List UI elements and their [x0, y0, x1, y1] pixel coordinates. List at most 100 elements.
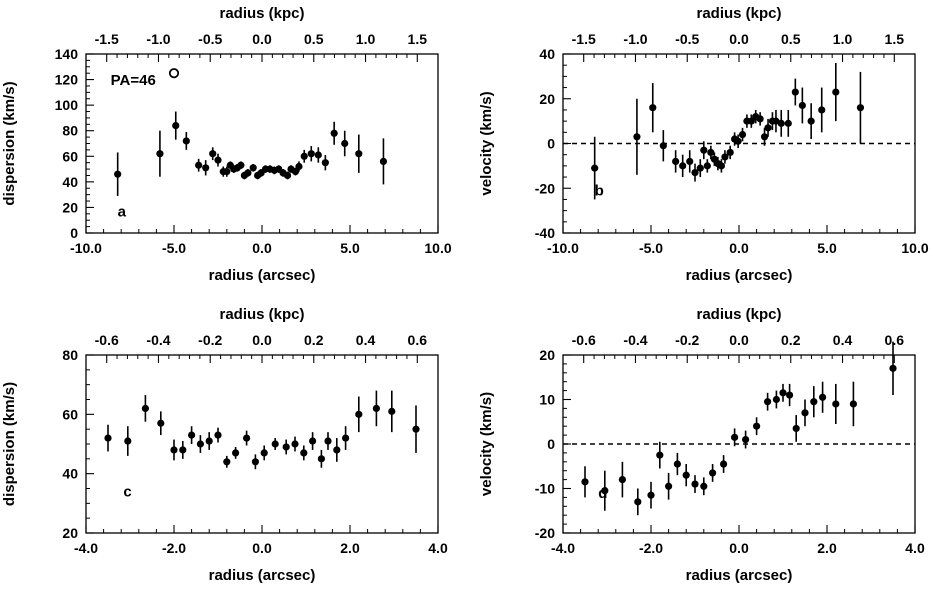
- data-point: [114, 170, 122, 178]
- y-axis-title: velocity (km/s): [478, 392, 495, 496]
- data-point: [182, 137, 190, 145]
- y-tick-label: 40: [539, 46, 555, 62]
- x-tick-label: 5.0: [817, 240, 837, 256]
- data-point: [682, 471, 690, 479]
- data-point: [307, 150, 315, 158]
- top-tick-label: -1.5: [95, 31, 119, 47]
- data-point: [856, 104, 865, 112]
- y-tick-label: -20: [535, 525, 555, 541]
- top-tick-label: 0.0: [252, 31, 272, 47]
- data-point: [779, 389, 787, 397]
- y-tick-label: 0: [547, 136, 555, 152]
- data-point: [141, 404, 149, 412]
- x-tick-label: 0.0: [729, 240, 749, 256]
- data-point: [232, 449, 240, 457]
- x-tick-label: -4.0: [551, 540, 575, 556]
- data-point: [271, 440, 279, 448]
- top-tick-label: -0.2: [198, 332, 222, 348]
- y-axis-title: dispersion (km/s): [1, 382, 18, 506]
- x-tick-label: -2.0: [162, 540, 186, 556]
- data-point: [618, 476, 627, 484]
- data-point: [196, 440, 204, 448]
- y-tick-label: 40: [62, 174, 78, 190]
- data-point: [679, 162, 687, 170]
- y-tick-label: 80: [62, 123, 78, 139]
- x-tick-label: -2.0: [639, 540, 663, 556]
- data-point: [717, 162, 726, 170]
- data-point: [324, 437, 332, 445]
- x-tick-label: 4.0: [428, 540, 448, 556]
- data-point: [291, 440, 299, 448]
- data-point: [388, 407, 396, 415]
- data-point: [659, 142, 667, 150]
- data-point: [341, 139, 349, 148]
- y-tick-label: 0: [70, 225, 78, 241]
- data-point: [260, 449, 268, 457]
- x-tick-label: 2.0: [340, 540, 360, 556]
- data-point: [656, 451, 664, 459]
- top-tick-label: 1.0: [833, 31, 853, 47]
- x-tick-label: -5.0: [162, 240, 186, 256]
- data-point: [300, 449, 308, 457]
- y-tick-label: 20: [62, 525, 78, 541]
- data-point: [156, 150, 164, 158]
- data-point: [214, 431, 222, 439]
- x-axis-title: radius (arcsec): [686, 267, 793, 284]
- panel-label: d: [598, 485, 607, 502]
- top-tick-label: 0.2: [304, 332, 324, 348]
- x-tick-label: -4.0: [74, 540, 98, 556]
- data-point: [742, 435, 750, 444]
- data-point: [691, 168, 699, 177]
- y-axis-title: dispersion (km/s): [1, 81, 18, 205]
- data-point: [633, 133, 641, 141]
- y-tick-label: 0: [547, 436, 555, 452]
- top-tick-label: 0.0: [729, 332, 749, 348]
- data-point: [634, 498, 642, 506]
- degree-circle-icon: [168, 68, 180, 79]
- top-tick-label: 0.2: [781, 332, 801, 348]
- x-tick-label: 10.0: [424, 240, 451, 256]
- data-point: [244, 169, 252, 177]
- top-tick-label: 1.0: [356, 31, 376, 47]
- data-point: [214, 156, 222, 164]
- x-axis-title: radius (arcsec): [209, 567, 316, 584]
- data-point: [195, 161, 203, 169]
- data-point: [372, 404, 380, 412]
- x-tick-label: 4.0: [905, 540, 925, 556]
- data-point: [342, 434, 350, 442]
- data-point: [709, 469, 717, 477]
- top-tick-label: -0.6: [572, 332, 596, 348]
- top-axis-title: radius (kpc): [219, 306, 304, 323]
- data-point: [807, 117, 815, 125]
- top-tick-label: -1.5: [572, 31, 596, 47]
- x-tick-label: -10.0: [547, 240, 579, 256]
- data-point: [309, 437, 317, 445]
- data-point: [188, 431, 196, 439]
- data-point: [756, 115, 764, 123]
- data-point: [355, 410, 363, 418]
- x-tick-label: 10.0: [901, 240, 928, 256]
- panel-label: c: [123, 483, 131, 500]
- top-tick-label: -0.5: [675, 31, 699, 47]
- top-tick-label: -1.0: [146, 31, 170, 47]
- top-tick-label: 1.5: [885, 31, 905, 47]
- data-point: [791, 88, 799, 96]
- top-tick-label: 1.5: [408, 31, 428, 47]
- data-point: [700, 482, 708, 490]
- data-point: [703, 162, 711, 170]
- data-point: [707, 148, 715, 157]
- data-point: [283, 171, 292, 180]
- y-tick-label: 40: [62, 466, 78, 482]
- top-tick-label: -0.4: [146, 332, 170, 348]
- panel-a: -10.0 -5.0 0.0 5.0 10.0 0 20 40 60 80 100 120 140 -1.…: [1, 5, 452, 284]
- data-point: [801, 409, 809, 417]
- data-point: [300, 152, 308, 160]
- data-point: [355, 150, 363, 158]
- top-tick-label: 0.6: [885, 332, 905, 348]
- data-point: [223, 168, 231, 176]
- data-point: [672, 157, 680, 165]
- top-tick-label: 0.5: [304, 31, 324, 47]
- x-tick-label: 2.0: [817, 540, 837, 556]
- x-tick-label: 0.0: [252, 540, 272, 556]
